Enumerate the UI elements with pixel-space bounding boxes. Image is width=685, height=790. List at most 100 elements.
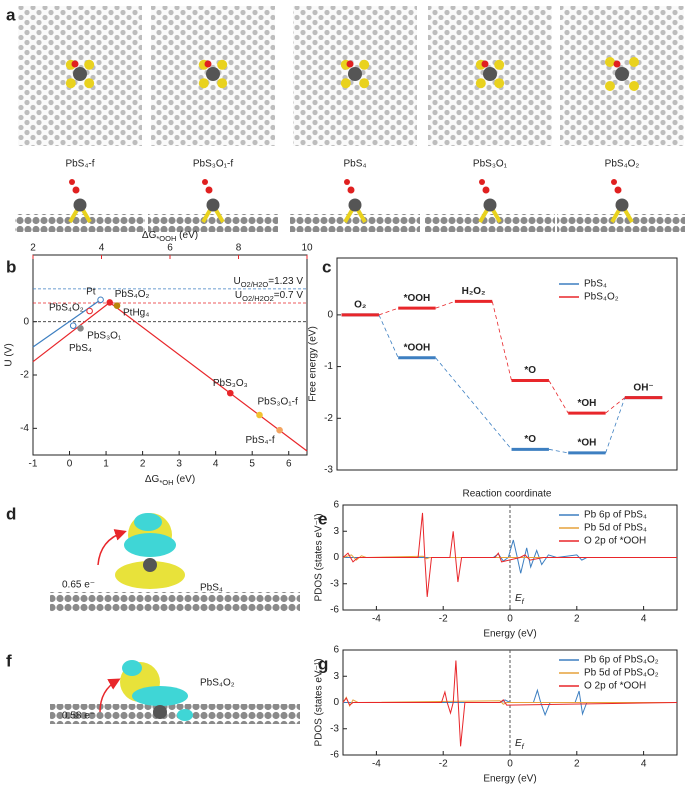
volcano-line <box>32 302 111 363</box>
y-tick-label: -3 <box>330 723 339 734</box>
point-label: PtHg₄ <box>123 307 149 318</box>
y-tick-label: -2 <box>20 370 29 381</box>
step-connector <box>605 397 626 454</box>
x-tick-label: 2 <box>140 459 146 470</box>
fermi-label-part: f <box>522 742 525 751</box>
x-tick-label: 0 <box>67 459 73 470</box>
fermi-label: Ef <box>515 593 525 606</box>
reference-label-part: O2/H2O2 <box>242 294 274 303</box>
pdos-line <box>342 512 677 597</box>
y-tick-label: -3 <box>324 465 333 476</box>
reference-label: UO2/H2O2=0.7 V <box>235 290 303 303</box>
o-atom <box>346 60 354 68</box>
x-tick-label: 4 <box>641 759 647 770</box>
structure-name: PbS₃O₁-f <box>193 159 233 170</box>
legend-label: PbS₄O₂ <box>584 292 619 303</box>
charge-density-f: 0.58 e⁻ PbS₄O₂ <box>50 660 300 724</box>
structure-name: PbS₃O₁ <box>473 159 508 170</box>
x2-tick-label: 10 <box>301 243 313 254</box>
s-atom <box>84 59 95 70</box>
step-connector <box>548 380 569 414</box>
structure-label: PbS₄ <box>200 583 223 594</box>
side-view <box>15 214 145 232</box>
point-label: PbS₄ <box>69 343 92 354</box>
y-axis-label: Free energy (eV) <box>308 326 319 402</box>
x-axis-label: ΔG*OH (eV) <box>145 474 195 487</box>
s-atom <box>217 78 228 89</box>
s-atom <box>340 78 351 89</box>
panel-letter: b <box>6 257 16 276</box>
structure-name: PbS₄-f <box>65 159 94 170</box>
fermi-label-part: f <box>522 597 525 606</box>
x-tick-label: 3 <box>176 459 182 470</box>
data-point <box>77 325 84 332</box>
y-axis-label: PDOS (states eV⁻¹) <box>314 513 325 601</box>
data-point <box>69 322 77 329</box>
y-tick-label: -4 <box>20 423 29 434</box>
reference-label-part: U <box>233 276 240 287</box>
o-atom <box>72 186 80 194</box>
data-point <box>106 299 114 306</box>
x2-axis-label: ΔG*OOH (eV) <box>142 230 198 243</box>
state-label: *OOH <box>404 342 431 353</box>
o-atom <box>205 186 213 194</box>
step-connector <box>435 301 455 309</box>
s-atom <box>359 78 370 89</box>
pb-atom <box>206 198 220 212</box>
charge-transfer: 0.58 e⁻ <box>62 711 95 722</box>
x-tick-label: 0 <box>507 614 513 625</box>
x-axis-label-part: *OH <box>159 478 173 487</box>
fermi-label: Ef <box>515 738 525 751</box>
side-view <box>290 214 420 232</box>
s-atom <box>84 78 95 89</box>
legend-label: Pb 5d of PbS₄ <box>584 523 647 534</box>
legend-label: O 2p of *OOH <box>584 536 646 547</box>
x-tick-label: 1 <box>103 459 109 470</box>
structure-name: PbS₄ <box>344 159 367 170</box>
data-point <box>86 307 93 315</box>
pb-atom <box>206 67 220 81</box>
step-connector <box>378 307 399 316</box>
x-axis-label-part: ΔG <box>145 474 160 485</box>
s-atom <box>604 81 615 92</box>
legend-label: O 2p of *OOH <box>584 681 646 692</box>
panel-letter: d <box>6 504 16 523</box>
state-label: *OH <box>577 398 596 409</box>
y-axis-label: U (V) <box>4 343 15 366</box>
x-tick-label: -4 <box>372 759 381 770</box>
x-axis-label: Energy (eV) <box>483 629 536 640</box>
y-tick-label: -2 <box>324 413 333 424</box>
o-atom <box>613 60 621 68</box>
x-tick-label: -1 <box>29 459 38 470</box>
point-label: PbS₄O₂ <box>115 289 150 300</box>
y-tick-label: 0 <box>333 552 339 563</box>
s-atom <box>217 59 228 70</box>
side-view <box>425 214 555 232</box>
s-atom <box>359 59 370 70</box>
s-atom <box>65 78 76 89</box>
legend-label: PbS₄ <box>584 279 607 290</box>
state-label: H₂O₂ <box>462 286 486 297</box>
x2-tick-label: 6 <box>167 243 173 254</box>
x-tick-label: -2 <box>439 759 448 770</box>
o-atom <box>347 186 355 194</box>
o-atom <box>202 179 208 185</box>
x-tick-label: -4 <box>372 614 381 625</box>
y-tick-label: 3 <box>333 671 339 682</box>
x-tick-label: 2 <box>574 614 580 625</box>
volcano-line <box>32 299 101 348</box>
state-label: *O <box>524 434 536 445</box>
o-atom <box>344 179 350 185</box>
reference-label-part: O2/H2O <box>241 280 269 289</box>
structure-name: PbS₄O₂ <box>605 159 640 170</box>
volcano-line <box>109 302 308 452</box>
o-atom <box>481 60 489 68</box>
data-point <box>226 389 234 397</box>
charge-density-d: 0.65 e⁻ PbS₄ <box>50 513 300 612</box>
o-atom <box>71 60 79 68</box>
y-axis-label: PDOS (states eV⁻¹) <box>314 658 325 746</box>
data-point <box>276 426 283 434</box>
s-atom <box>494 59 505 70</box>
point-label: PbS₄O₂ <box>49 303 84 314</box>
